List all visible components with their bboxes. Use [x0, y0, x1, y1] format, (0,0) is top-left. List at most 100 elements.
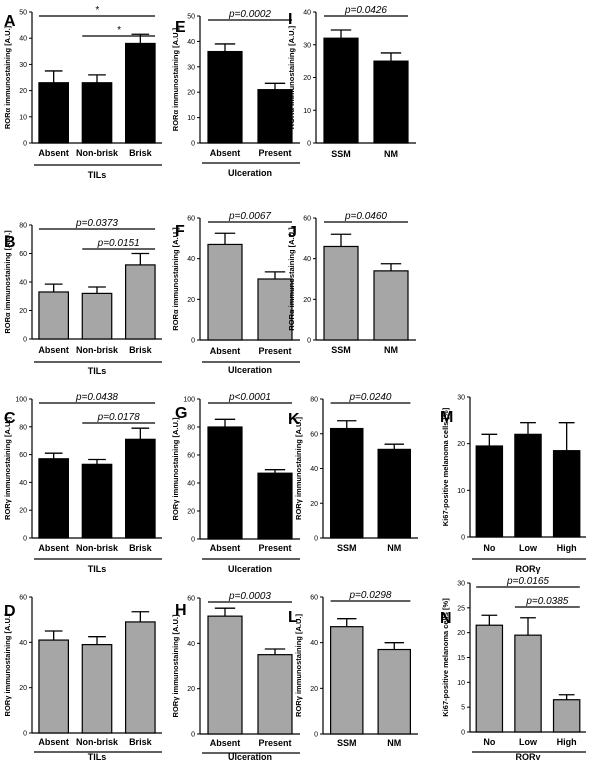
y-axis-label: Ki67-positive melanoma cells [%]	[441, 407, 450, 526]
y-tick-label: 40	[187, 39, 195, 46]
category-label: Absent	[210, 148, 241, 158]
bar-absent	[207, 50, 243, 144]
y-tick-label: 10	[303, 108, 311, 115]
category-label: Present	[258, 346, 291, 356]
bar-low	[514, 433, 542, 538]
y-tick-label: 0	[314, 732, 318, 739]
significance-label: *	[95, 5, 100, 16]
y-tick-label: 30	[457, 395, 465, 402]
y-tick-label: 20	[457, 630, 465, 637]
y-tick-label: 60	[19, 595, 27, 602]
panel-i: I 0 10 20 30 40 RORα immunostaining [A.U.] SSM N…	[287, 5, 416, 159]
category-label: High	[557, 737, 577, 747]
bar-nm	[373, 60, 409, 144]
y-tick-label: 100	[15, 397, 27, 404]
y-tick-label: 40	[303, 10, 311, 17]
y-tick-label: 40	[303, 256, 311, 263]
bar-nm	[377, 448, 412, 539]
y-axis-label: RORγ immunostaining [A.U.]	[294, 417, 303, 520]
group-label: TILs	[88, 366, 107, 376]
category-label: Present	[258, 148, 291, 158]
significance-label: p=0.0426	[344, 5, 387, 16]
y-axis-label: RORα immunostaining [A.U.]	[3, 230, 12, 334]
y-tick-label: 40	[187, 256, 195, 263]
y-tick-label: 50	[187, 14, 195, 21]
y-axis-label: RORα immunostaining [A.U.]	[3, 25, 12, 129]
panel-letter: D	[4, 603, 16, 620]
panel-j: J 0 20 40 60 RORα immunostaining [A.U.] SSM NM p…	[287, 211, 416, 355]
y-tick-label: 40	[187, 641, 195, 648]
significance-label: *	[117, 25, 122, 36]
category-label: Absent	[38, 345, 69, 355]
bar-brisk	[124, 438, 156, 539]
panel-letter: L	[288, 609, 298, 626]
y-tick-label: 20	[19, 685, 27, 692]
y-tick-label: 10	[187, 115, 195, 122]
category-label: NM	[387, 543, 401, 553]
category-label: SSM	[337, 543, 357, 553]
y-tick-label: 60	[303, 216, 311, 223]
category-label: Non-brisk	[76, 737, 119, 747]
y-tick-label: 60	[19, 251, 27, 258]
bar-ssm	[323, 37, 359, 144]
y-tick-label: 100	[183, 397, 195, 404]
category-label: No	[483, 737, 495, 747]
y-tick-label: 0	[307, 338, 311, 345]
panel-letter: G	[175, 405, 187, 422]
y-tick-label: 10	[19, 114, 27, 121]
category-label: Absent	[210, 346, 241, 356]
bar-non-brisk	[81, 292, 113, 340]
y-tick-label: 50	[19, 10, 27, 17]
y-axis-label: RORα immunostaining [A.U.]	[171, 27, 180, 131]
bar-low	[514, 634, 542, 733]
bar-non-brisk	[81, 82, 113, 144]
panel-n: N 0 5 10 15 20 25 30 Ki67-positive melanoma cell…	[440, 576, 586, 760]
y-tick-label: 10	[457, 680, 465, 687]
category-label: NM	[384, 345, 398, 355]
y-axis-label: RORα immunostaining [A.U.]	[287, 25, 296, 129]
y-tick-label: 30	[19, 62, 27, 69]
y-axis-label: RORγ immunostaining [A.U.]	[3, 613, 12, 716]
category-label: Brisk	[129, 543, 153, 553]
panel-letter: C	[4, 410, 16, 427]
y-tick-label: 80	[19, 424, 27, 431]
category-label: High	[557, 543, 577, 553]
panel-letter: I	[288, 11, 292, 28]
y-tick-label: 20	[310, 686, 318, 693]
bar-absent	[38, 639, 70, 734]
bar-ssm	[323, 245, 359, 341]
significance-label: p=0.0178	[97, 412, 140, 423]
category-label: Absent	[38, 737, 69, 747]
bar-absent	[38, 82, 70, 144]
y-tick-label: 80	[187, 425, 195, 432]
bar-nm	[377, 648, 412, 735]
y-tick-label: 0	[191, 732, 195, 739]
y-tick-label: 0	[314, 536, 318, 543]
panel-a: A 0 10 20 30 40 50 RORα immunostaining [A.U.] Ab…	[3, 5, 162, 180]
category-label: Absent	[210, 543, 241, 553]
y-axis-label: RORγ immunostaining [A.U.]	[171, 417, 180, 520]
y-tick-label: 20	[303, 297, 311, 304]
bar-high	[552, 450, 581, 538]
bar-no	[475, 445, 504, 538]
category-label: NM	[387, 738, 401, 748]
y-tick-label: 60	[310, 595, 318, 602]
panel-c: C 0 20 40 60 80 100 RORγ immunostaining [A.U.] A…	[3, 392, 162, 574]
significance-label: p=0.0240	[349, 392, 392, 403]
y-tick-label: 0	[191, 537, 195, 544]
significance-label: p=0.0438	[75, 392, 118, 403]
y-axis-label: RORα immunostaining [A.U.]	[287, 227, 296, 331]
y-tick-label: 80	[19, 223, 27, 230]
bar-present	[257, 654, 293, 735]
bar-no	[475, 624, 504, 733]
y-tick-label: 20	[19, 308, 27, 315]
bar-ssm	[330, 626, 364, 735]
y-tick-label: 20	[303, 75, 311, 82]
y-tick-label: 0	[23, 536, 27, 543]
group-label: Ulceration	[228, 168, 272, 178]
y-tick-label: 20	[187, 297, 195, 304]
bar-non-brisk	[81, 643, 113, 734]
y-tick-label: 40	[19, 480, 27, 487]
group-label: TILs	[88, 564, 107, 574]
panel-letter: M	[440, 409, 453, 426]
